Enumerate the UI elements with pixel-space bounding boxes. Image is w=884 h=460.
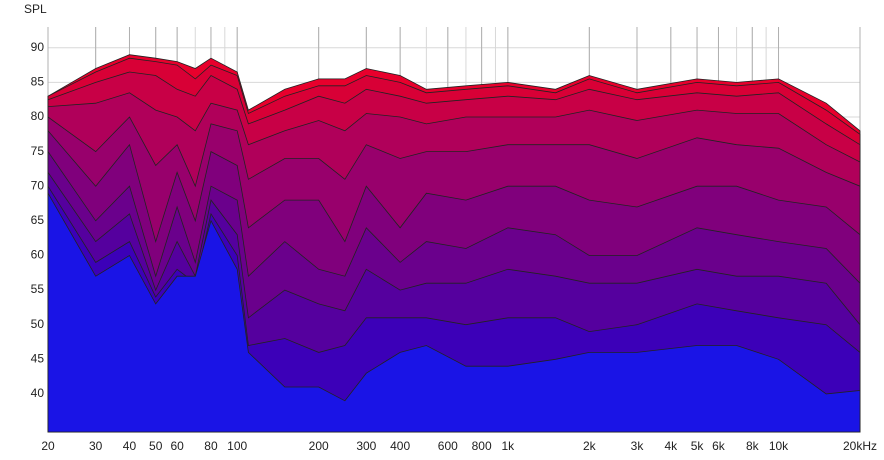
y-tick-label: 40 (31, 386, 45, 400)
y-tick-label: 75 (31, 144, 45, 158)
x-tick-label: 10k (769, 439, 789, 453)
x-tick-label: 400 (390, 439, 410, 453)
x-tick-label: 300 (356, 439, 376, 453)
x-tick-label: 60 (170, 439, 184, 453)
area (47, 191, 861, 433)
y-tick-label: 90 (31, 40, 45, 54)
y-tick-label: 85 (31, 75, 45, 89)
x-tick-label: 40 (123, 439, 137, 453)
x-tick-label: 6k (712, 439, 726, 453)
y-axis-label: SPL (24, 2, 47, 16)
x-tick-label: 600 (438, 439, 458, 453)
x-tick-label: 800 (472, 439, 492, 453)
x-tick-label: 3k (631, 439, 645, 453)
x-tick-label: 1k (502, 439, 516, 453)
y-tick-label: 55 (31, 282, 45, 296)
x-tick-label: 20 (41, 439, 55, 453)
y-tick-label: 65 (31, 213, 45, 227)
x-tick-label: 20kHz (843, 439, 877, 453)
x-tick-label: 30 (89, 439, 103, 453)
y-tick-label: 70 (31, 178, 45, 192)
x-tick-label: 4k (664, 439, 678, 453)
x-tick-label: 80 (204, 439, 218, 453)
x-tick-label: 8k (746, 439, 760, 453)
x-tick-label: 100 (227, 439, 247, 453)
y-tick-label: 45 (31, 351, 45, 365)
y-tick-label: 60 (31, 248, 45, 262)
x-tick-label: 2k (583, 439, 597, 453)
y-tick-label: 50 (31, 317, 45, 331)
x-tick-label: 200 (309, 439, 329, 453)
y-tick-label: 80 (31, 109, 45, 123)
x-tick-label: 5k (691, 439, 705, 453)
x-tick-label: 50 (149, 439, 163, 453)
